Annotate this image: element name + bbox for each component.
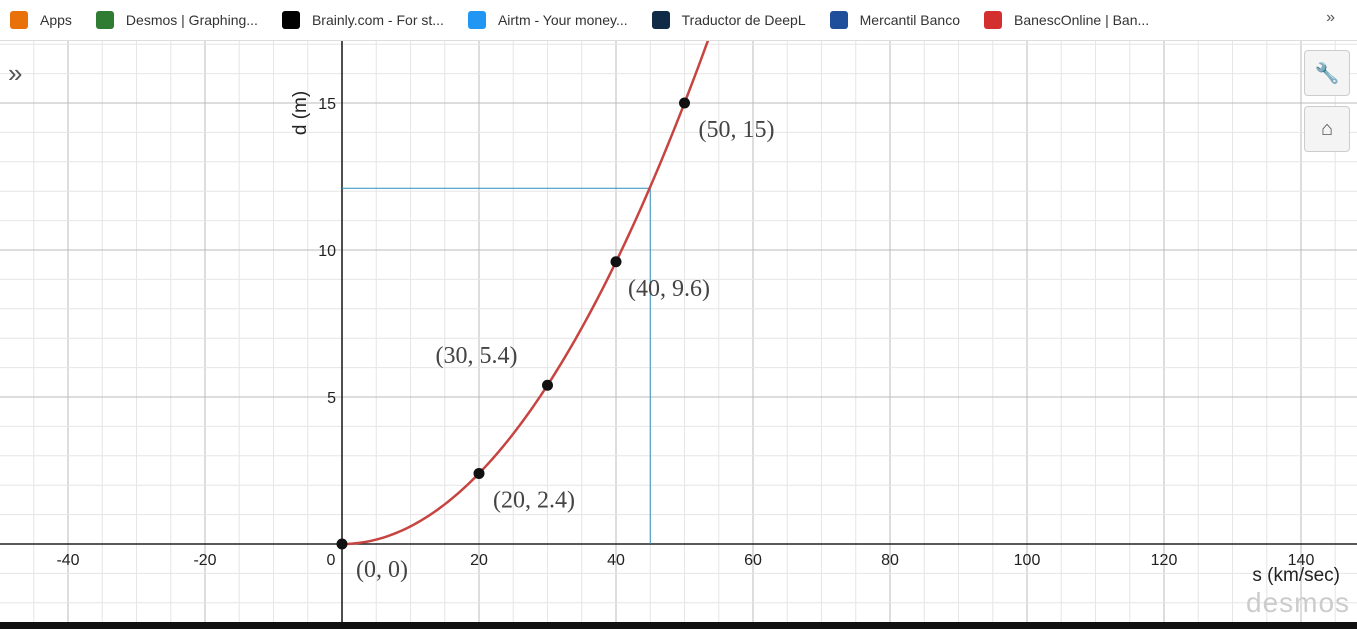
x-tick-label: 140 [1288,552,1315,569]
point-label: (20, 2.4) [493,487,575,513]
y-tick-label: 15 [318,96,336,113]
apps-grid-icon [10,11,28,29]
desmos-watermark: desmos [1246,587,1351,618]
point-label: (0, 0) [356,557,408,583]
mercantil-icon [829,11,848,29]
x-axis-label: s (km/sec) [1252,565,1340,586]
bookmark-label: Mercantil Banco [859,12,961,28]
bookmark-label: Traductor de DeepL [681,12,806,28]
wrench-icon[interactable]: 🔧 [1304,50,1350,96]
data-point [610,256,622,268]
expand-expressions-icon[interactable]: » [8,58,23,88]
bookmark-label: Apps [40,12,72,28]
bookmark-label: Airtm - Your money... [497,12,628,28]
point-label: (50, 15) [699,117,775,143]
bookmark-item[interactable]: Desmos | Graphing... [95,11,258,29]
x-tick-label: 80 [881,552,899,569]
bookmark-item[interactable]: Apps [10,11,72,29]
bookmarks-bar: Apps Desmos | Graphing... Brainly.com - Fo… [0,0,1300,40]
banesco-icon [984,11,1003,29]
y-axis-label: d (m) [290,91,311,135]
bookmark-label: Brainly.com - For st... [311,12,444,28]
brainly-icon [281,11,300,29]
bookmark-item[interactable]: BanescOnline | Ban... [984,11,1149,29]
x-tick-label: -40 [56,552,79,569]
bookmark-item[interactable]: Mercantil Banco [829,11,961,29]
bookmark-label: Desmos | Graphing... [125,12,258,28]
more-bookmarks-button[interactable]: » [1326,9,1335,26]
x-tick-label: 120 [1151,552,1178,569]
bookmark-label: BanescOnline | Ban... [1014,12,1150,28]
point-label: (30, 5.4) [436,343,518,369]
deepl-icon [651,11,670,29]
bookmarks-divider [0,40,1357,41]
cloud-icon [467,11,486,29]
data-point [679,97,690,109]
home-icon[interactable]: ⌂ [1304,106,1350,152]
bookmark-item[interactable]: Brainly.com - For st... [281,11,444,29]
x-tick-label: 40 [607,552,625,569]
y-tick-label: 10 [318,243,336,260]
x-tick-label: 20 [470,552,488,569]
x-tick-label: 60 [744,552,762,569]
curve-line [341,41,710,546]
taskbar-edge [0,622,1357,629]
x-tick-label: 100 [1014,552,1041,569]
bookmark-item[interactable]: Traductor de DeepL [651,11,806,29]
point-label: (40, 9.6) [628,276,710,302]
data-point [336,538,348,550]
data-point [473,467,485,479]
y-tick-label: 5 [327,390,336,407]
desmos-icon [95,11,114,29]
x-tick-label: 0 [327,552,336,569]
bookmark-item[interactable]: Airtm - Your money... [467,11,628,29]
data-point [542,379,553,391]
x-tick-label: -20 [193,552,216,569]
